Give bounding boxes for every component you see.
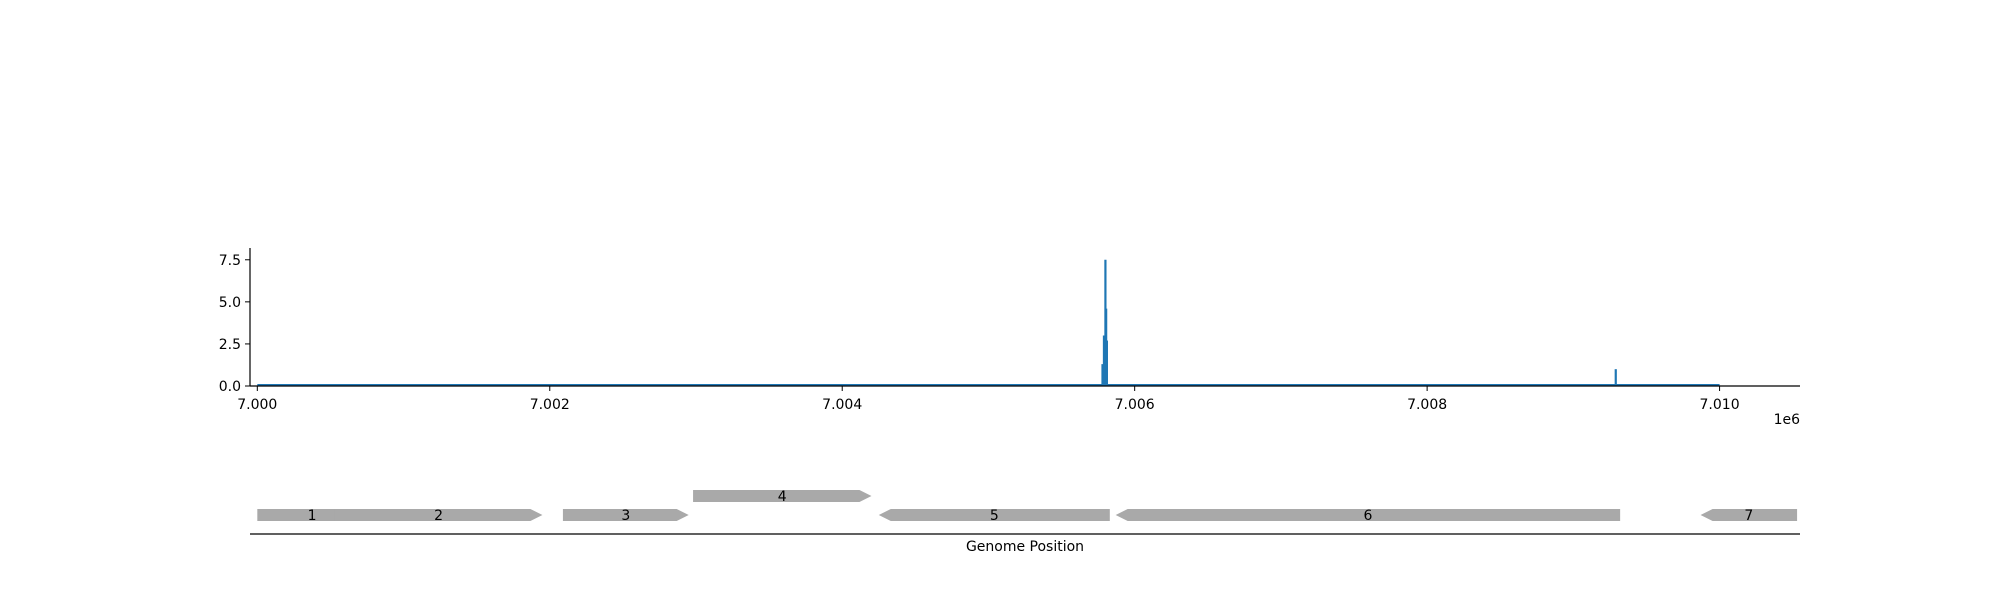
y-tick-label: 5.0: [219, 295, 241, 311]
gene-label: 1: [308, 508, 317, 524]
gene-label: 4: [778, 489, 787, 505]
gene-label: 6: [1363, 508, 1372, 524]
coverage-series: [257, 259, 1720, 386]
y-tick-label: 0.0: [219, 379, 241, 395]
gene-track: 1 2 3 4 5 6 7 Genome Position: [250, 489, 1800, 555]
gene-arrow: [1700, 509, 1798, 521]
y-ticks: 0.0 2.5 5.0 7.5: [219, 253, 250, 395]
gene-arrow: [1115, 509, 1621, 521]
gene-label: 7: [1744, 508, 1753, 524]
x-tick-label: 7.008: [1407, 397, 1447, 413]
x-tick-label: 7.006: [1115, 397, 1155, 413]
x-tick-label: 7.010: [1700, 397, 1740, 413]
x-tick-label: 7.004: [822, 397, 862, 413]
gene-label: 2: [434, 508, 443, 524]
gene-arrow: [562, 509, 689, 521]
x-tick-label: 7.000: [237, 397, 277, 413]
x-ticks: 7.000 7.002 7.004 7.006 7.008 7.010: [237, 386, 1740, 413]
y-tick-label: 7.5: [219, 253, 241, 269]
gene-track-xlabel: Genome Position: [966, 539, 1084, 555]
gene-label: 5: [990, 508, 999, 524]
gene-label: 3: [621, 508, 630, 524]
gene-arrow: [693, 490, 872, 502]
coverage-plot: 0.02.55.07.5 7.000 7.002 7.004 7.006 7.008 7.…: [219, 248, 1800, 428]
gene-arrow: [878, 509, 1110, 521]
x-offset-label: 1e6: [1774, 412, 1801, 428]
gene-arrow: [334, 509, 543, 521]
y-tick-label: 2.5: [219, 337, 241, 353]
gene-features: 1 2 3 4 5 6 7: [257, 489, 1798, 524]
x-tick-label: 7.002: [530, 397, 570, 413]
